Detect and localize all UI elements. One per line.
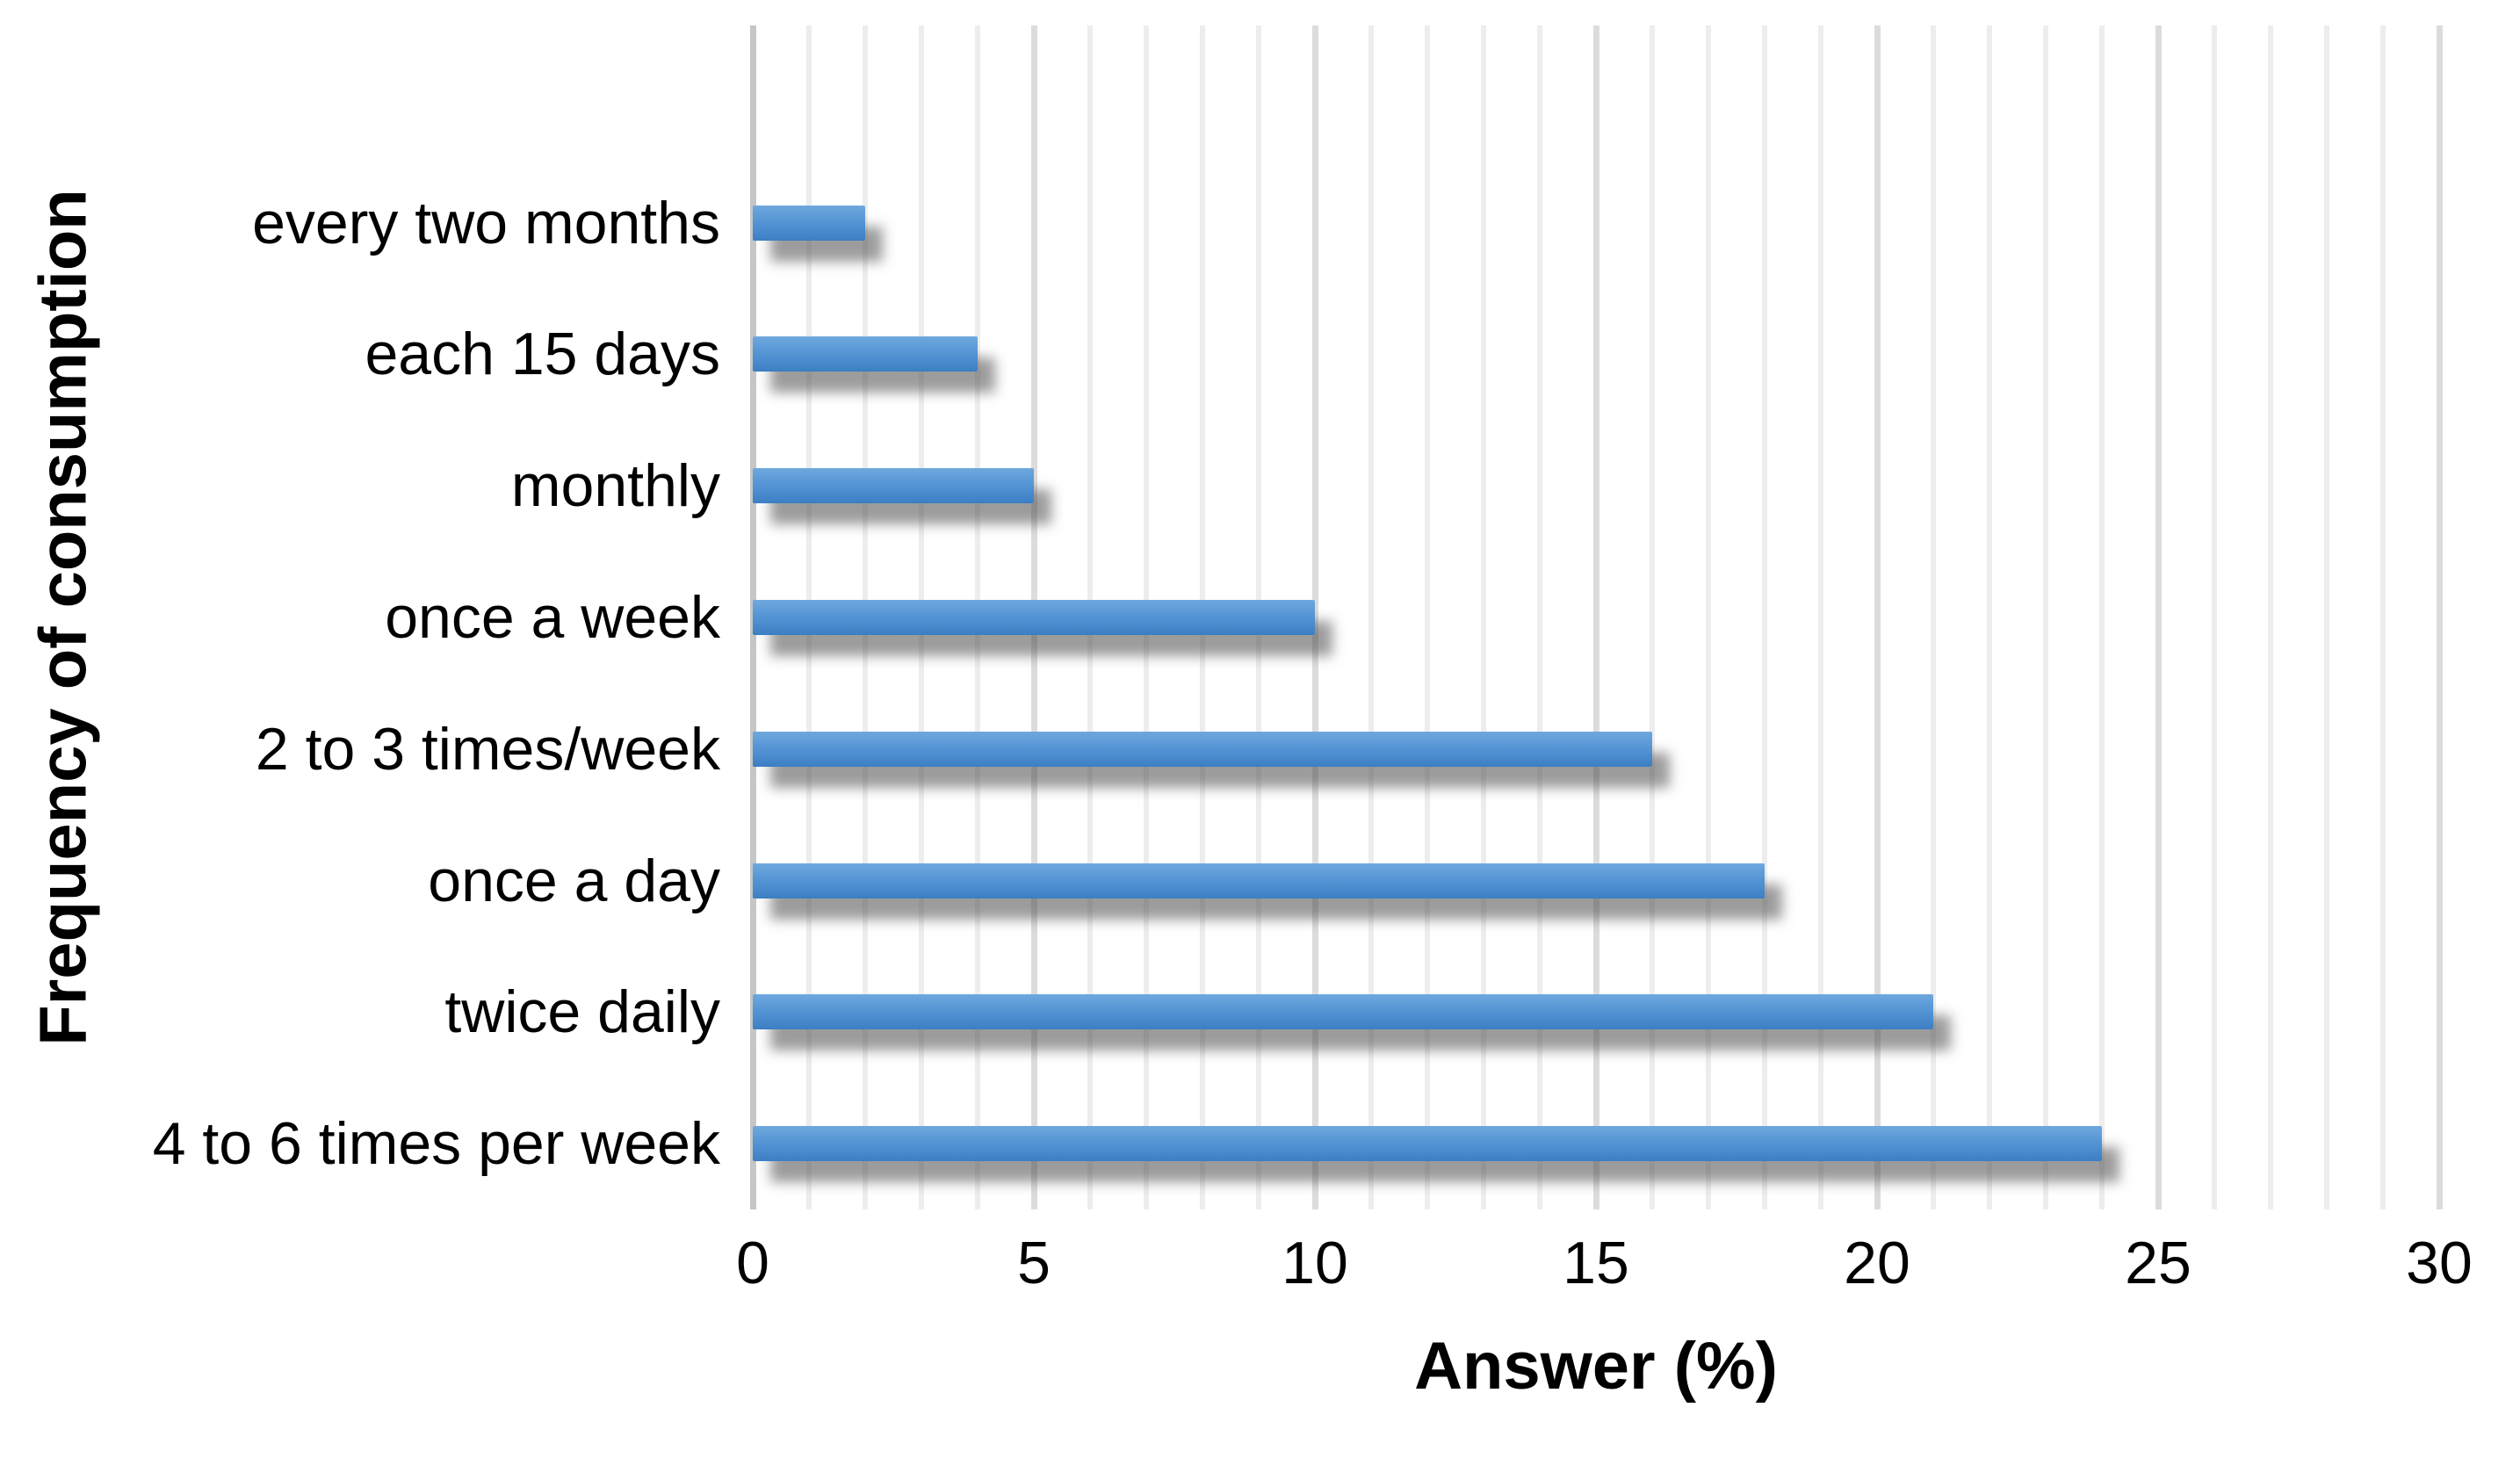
minor-gridline	[2212, 25, 2217, 1209]
category-label: once a day	[428, 848, 720, 914]
x-tick-label: 30	[2406, 1230, 2473, 1296]
minor-gridline	[1762, 25, 1767, 1209]
bar-monthly	[753, 468, 1034, 503]
x-tick-label: 20	[1844, 1230, 1910, 1296]
minor-gridline	[1537, 25, 1542, 1209]
minor-gridline	[1818, 25, 1823, 1209]
x-tick-label: 25	[2125, 1230, 2191, 1296]
bar-each-15-days	[753, 336, 978, 372]
bar-every-two-months	[753, 206, 865, 241]
bar-2-to-3-times-week	[753, 732, 1652, 767]
bar-twice-daily	[753, 994, 1933, 1029]
minor-gridline	[2043, 25, 2048, 1209]
minor-gridline	[1931, 25, 1936, 1209]
bar-4-to-6-times-per-week	[753, 1126, 2102, 1161]
x-tick-label: 15	[1563, 1230, 1629, 1296]
category-label: once a week	[385, 584, 720, 651]
category-label: each 15 days	[365, 321, 720, 387]
x-tick-label: 10	[1282, 1230, 1348, 1296]
plot-area	[750, 25, 2443, 1209]
minor-gridline	[2099, 25, 2105, 1209]
category-label: every two months	[252, 190, 720, 256]
category-label: twice daily	[444, 978, 720, 1045]
minor-gridline	[1650, 25, 1655, 1209]
x-tick-label: 5	[1017, 1230, 1051, 1296]
x-tick-label: 0	[736, 1230, 769, 1296]
minor-gridline	[1368, 25, 1374, 1209]
major-gridline	[1874, 25, 1881, 1209]
major-gridline	[1593, 25, 1599, 1209]
category-label: 4 to 6 times per week	[152, 1110, 720, 1177]
bar-once-a-day	[753, 863, 1765, 899]
minor-gridline	[1706, 25, 1711, 1209]
major-gridline	[2155, 25, 2162, 1209]
minor-gridline	[1425, 25, 1430, 1209]
major-gridline	[1312, 25, 1318, 1209]
minor-gridline	[2324, 25, 2329, 1209]
minor-gridline	[2268, 25, 2273, 1209]
x-axis-title: Answer (%)	[1414, 1329, 1778, 1404]
minor-gridline	[1987, 25, 1992, 1209]
minor-gridline	[1481, 25, 1486, 1209]
category-label: monthly	[510, 452, 720, 519]
minor-gridline	[2380, 25, 2386, 1209]
bar-once-a-week	[753, 600, 1315, 635]
category-label: 2 to 3 times/week	[255, 716, 720, 783]
major-gridline	[2437, 25, 2443, 1209]
